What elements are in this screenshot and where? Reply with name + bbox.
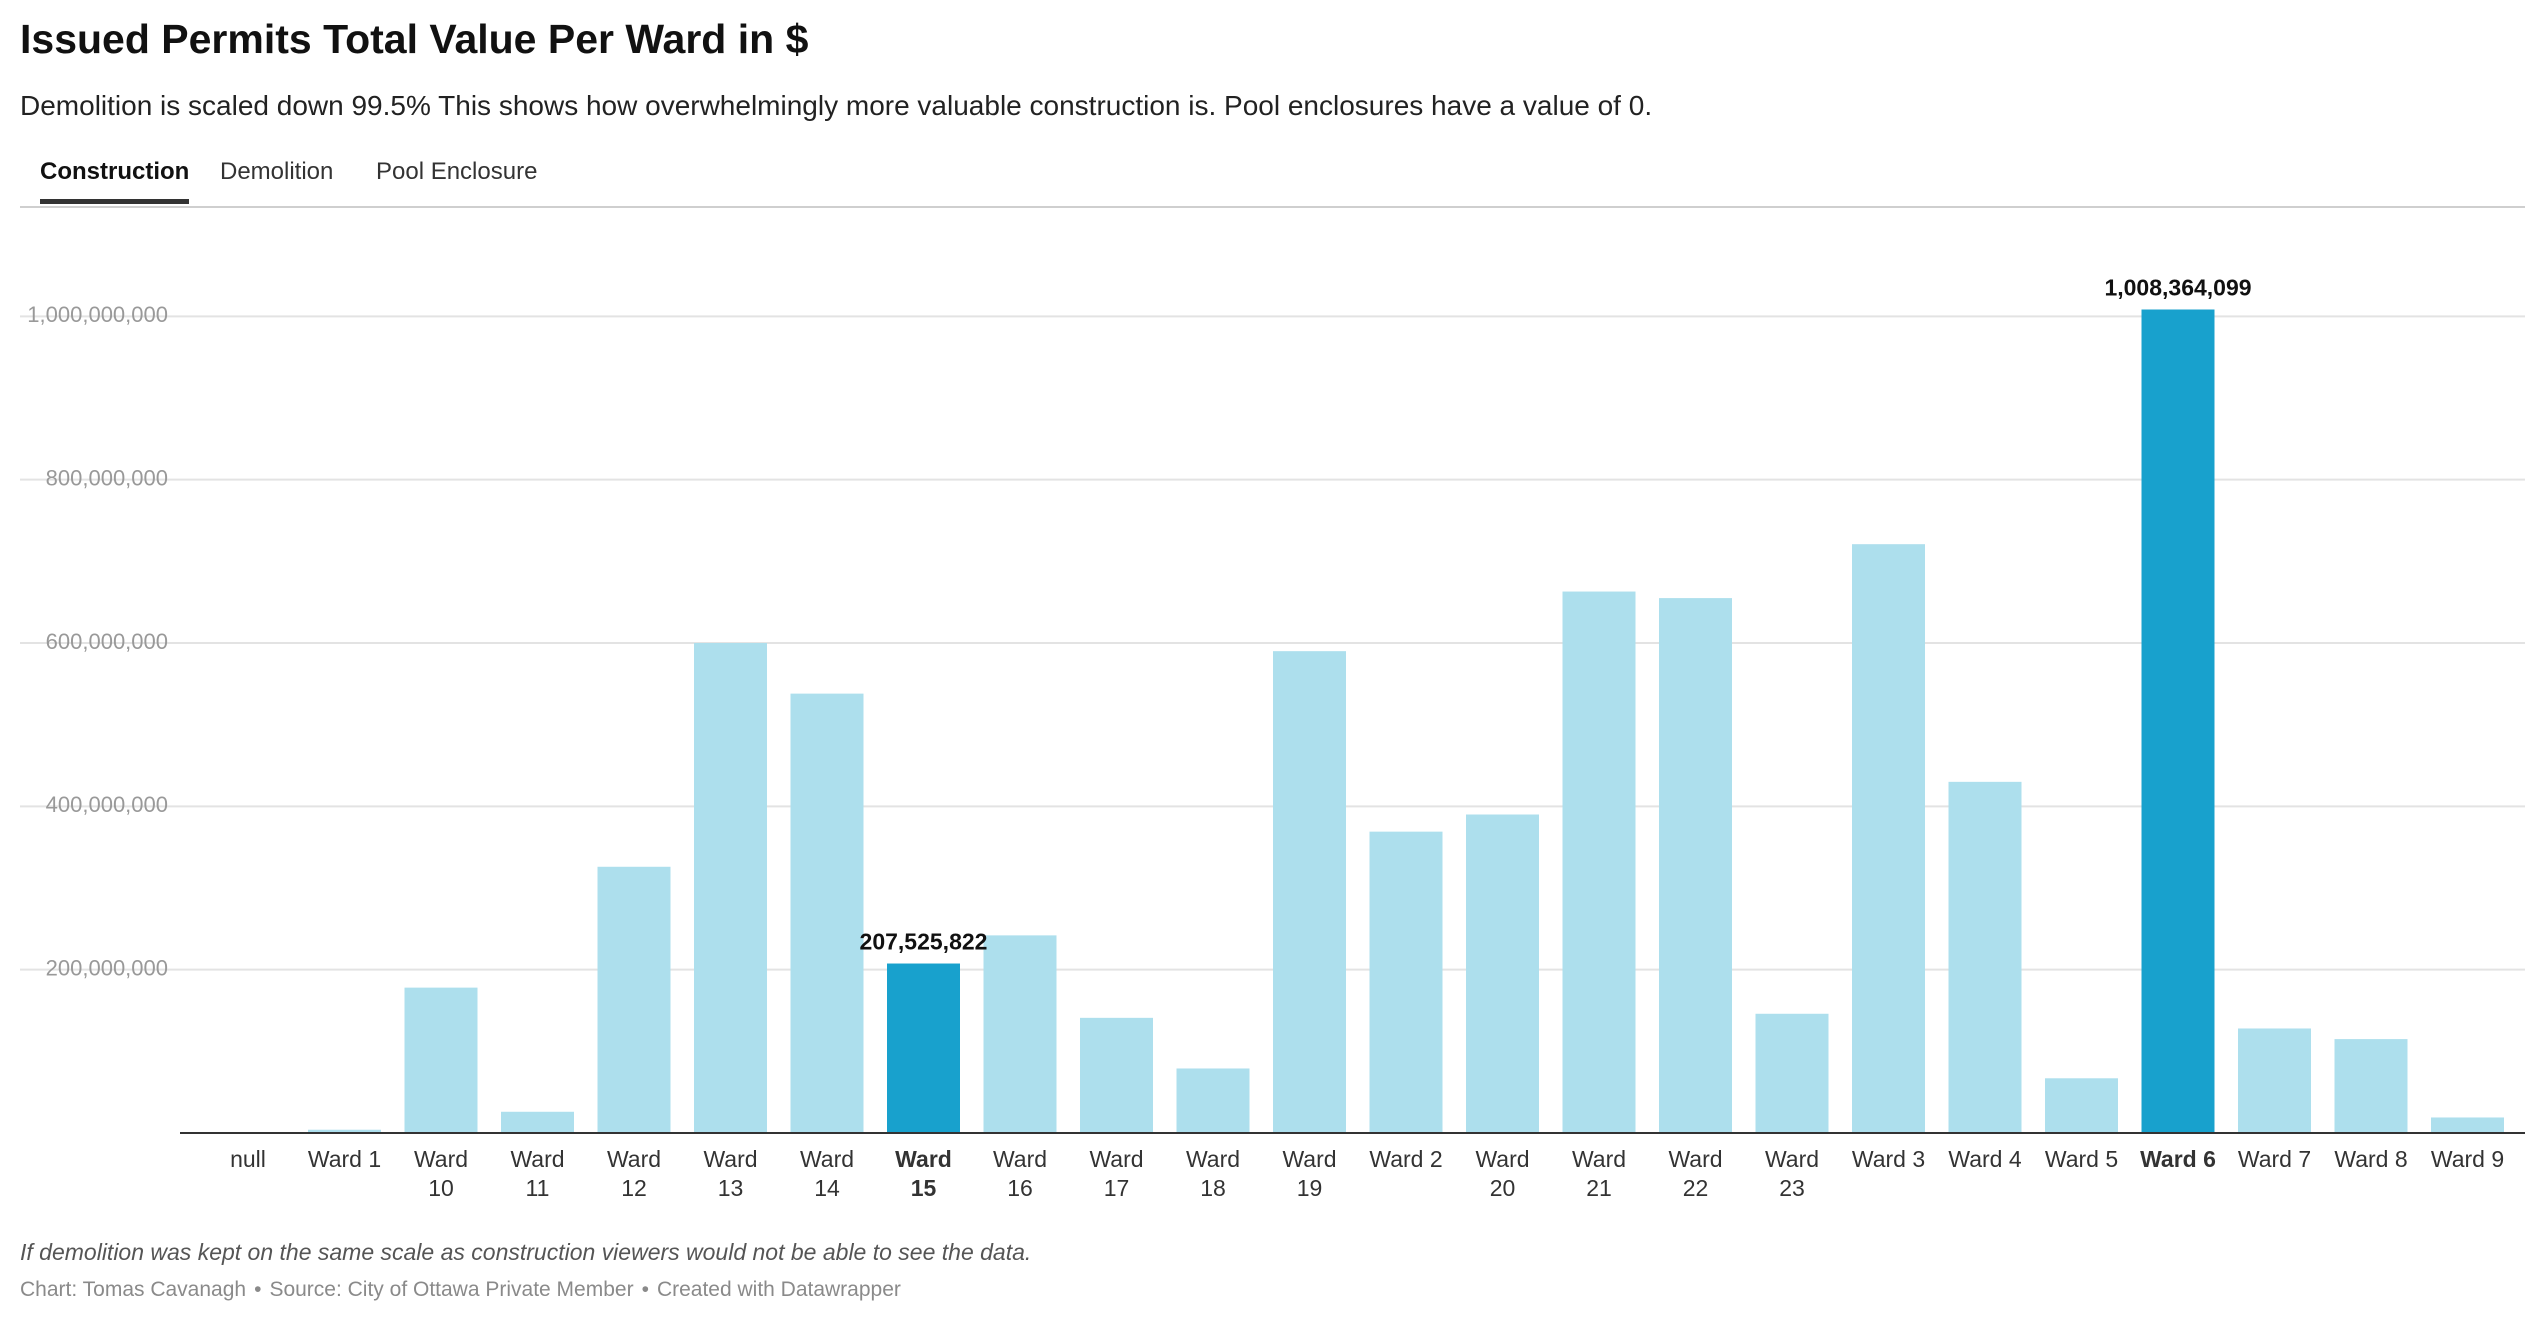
footer-separator: •: [641, 1278, 649, 1301]
x-tick-label: 22: [1683, 1175, 1709, 1201]
x-tick-label: 13: [718, 1175, 744, 1201]
bar[interactable]: [1176, 1068, 1250, 1133]
tab-pool-enclosure[interactable]: Pool Enclosure: [376, 158, 538, 185]
x-tick-label: Ward 4: [1948, 1146, 2021, 1172]
x-tick-label: 10: [428, 1175, 454, 1201]
x-tick-label: Ward: [1765, 1146, 1819, 1172]
x-tick-label: Ward 7: [2238, 1146, 2311, 1172]
x-tick-label: Ward 5: [2045, 1146, 2118, 1172]
x-tick-label: 19: [1297, 1175, 1323, 1201]
chart-footer: Chart: Tomas Cavanagh • Source: City of Ot…: [20, 1278, 901, 1302]
bar[interactable]: [2238, 1028, 2311, 1133]
x-tick-label: Ward 9: [2431, 1146, 2504, 1172]
bar[interactable]: [887, 963, 960, 1133]
x-tick-label: Ward: [1089, 1146, 1143, 1172]
bar[interactable]: [1659, 598, 1732, 1133]
x-tick-label: Ward: [607, 1146, 661, 1172]
bar[interactable]: [2334, 1039, 2408, 1133]
y-tick-label: 1,000,000,000: [27, 302, 168, 327]
x-tick-label: Ward: [1186, 1146, 1240, 1172]
x-tick-label: Ward 6: [2140, 1146, 2216, 1172]
x-tick-label: Ward: [1572, 1146, 1626, 1172]
x-tick-label: 11: [526, 1175, 550, 1201]
x-tick-label: Ward: [510, 1146, 564, 1172]
data-label: 207,525,822: [860, 929, 988, 955]
data-label: 1,008,364,099: [2104, 275, 2251, 301]
x-tick-label: Ward: [1668, 1146, 1722, 1172]
y-tick-label: 400,000,000: [46, 792, 168, 817]
bar[interactable]: [501, 1111, 574, 1133]
x-tick-label: Ward: [1475, 1146, 1529, 1172]
bar[interactable]: [1466, 814, 1539, 1134]
y-tick-label: 800,000,000: [46, 465, 168, 490]
x-tick-label: Ward 2: [1369, 1146, 1442, 1172]
x-tick-label: Ward: [1282, 1146, 1336, 1172]
bar[interactable]: [1948, 781, 2022, 1133]
x-tick-label: 18: [1200, 1175, 1226, 1201]
x-tick-label: Ward: [703, 1146, 757, 1172]
bar[interactable]: [1080, 1017, 1153, 1133]
bar[interactable]: [2045, 1078, 2118, 1133]
x-tick-label: 14: [814, 1175, 840, 1201]
x-tick-label: 16: [1007, 1175, 1033, 1201]
chart-subtitle: Demolition is scaled down 99.5% This sho…: [20, 90, 1653, 121]
x-tick-label: Ward 3: [1852, 1146, 1925, 1172]
footer-separator: •: [254, 1278, 262, 1301]
x-tick-label: Ward: [414, 1146, 468, 1172]
x-tick-label: Ward: [800, 1146, 854, 1172]
bar[interactable]: [2431, 1117, 2504, 1133]
x-tick-label: 12: [621, 1175, 647, 1201]
chart-credit[interactable]: Created with Datawrapper: [656, 1278, 901, 1301]
x-tick-label: Ward 1: [308, 1146, 381, 1172]
x-tick-label: Ward: [993, 1146, 1047, 1172]
y-tick-label: 200,000,000: [46, 955, 168, 980]
x-tick-label: 15: [911, 1175, 937, 1201]
x-tick-label: 17: [1104, 1175, 1130, 1201]
bar[interactable]: [404, 987, 478, 1133]
y-tick-label: 600,000,000: [46, 629, 168, 654]
bar[interactable]: [1562, 591, 1636, 1133]
bar[interactable]: [1852, 544, 1925, 1133]
chart-notes: If demolition was kept on the same scale…: [20, 1239, 1032, 1265]
bar[interactable]: [1273, 651, 1346, 1133]
x-tick-label: 23: [1779, 1175, 1805, 1201]
x-tick-label: 20: [1490, 1175, 1516, 1201]
x-tick-label: Ward: [895, 1146, 952, 1172]
tab-bar: Construction Demolition Pool Enclosure: [20, 150, 2525, 208]
bar[interactable]: [1755, 1013, 1829, 1133]
chart-author: Chart: Tomas Cavanagh: [20, 1278, 247, 1301]
bar[interactable]: [983, 935, 1057, 1133]
x-tick-label: 21: [1586, 1175, 1612, 1201]
bar[interactable]: [597, 866, 671, 1133]
chart-source: Source: City of Ottawa Private Member: [269, 1278, 634, 1301]
bar-chart: 200,000,000 400,000,000 600,000,000 800,000…: [20, 275, 2525, 1201]
x-tick-label: Ward 8: [2334, 1146, 2407, 1172]
bar[interactable]: [790, 693, 864, 1133]
tab-demolition[interactable]: Demolition: [220, 158, 334, 185]
x-tick-label: null: [230, 1146, 266, 1172]
bar[interactable]: [308, 1129, 381, 1133]
chart-title: Issued Permits Total Value Per Ward in $: [20, 16, 809, 62]
bar[interactable]: [694, 643, 767, 1133]
tab-construction[interactable]: Construction: [40, 150, 190, 204]
bar[interactable]: [1369, 831, 1443, 1133]
bar[interactable]: [2141, 309, 2215, 1133]
